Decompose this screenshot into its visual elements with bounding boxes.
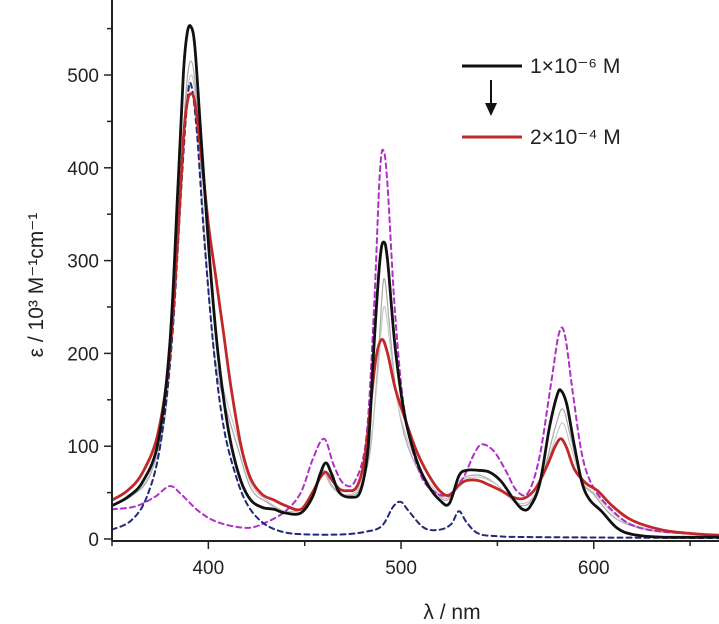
x-tick-label: 400 — [192, 558, 224, 579]
y-tick-label: 400 — [67, 159, 99, 180]
x-axis-label: λ / nm — [423, 601, 480, 624]
series-line-gray-intermediate-1 — [112, 60, 719, 535]
x-tick-label: 500 — [385, 558, 417, 579]
y-axis-label: ε / 10³ M⁻¹cm⁻¹ — [25, 213, 48, 358]
legend-label: 2×10⁻⁴ M — [530, 126, 621, 149]
legend-label: 1×10⁻⁶ M — [530, 55, 620, 78]
series-line-magenta-dashed — [112, 148, 719, 537]
legend-arrow-head — [485, 103, 497, 116]
y-tick-label: 300 — [67, 252, 99, 273]
y-tick-label: 100 — [67, 437, 99, 458]
y-tick-label: 200 — [67, 344, 99, 365]
y-tick-label: 0 — [88, 530, 99, 551]
axes: 400 500 600 0 100 200 300 400 500 λ / nm ε / 10³ M… — [25, 0, 719, 624]
plot-area — [112, 24, 719, 540]
x-tick-label: 600 — [578, 558, 610, 579]
series-line-1-10-m — [112, 24, 719, 539]
y-tick-label: 500 — [67, 66, 99, 87]
legend: 1×10⁻⁶ M 2×10⁻⁴ M — [462, 55, 621, 149]
